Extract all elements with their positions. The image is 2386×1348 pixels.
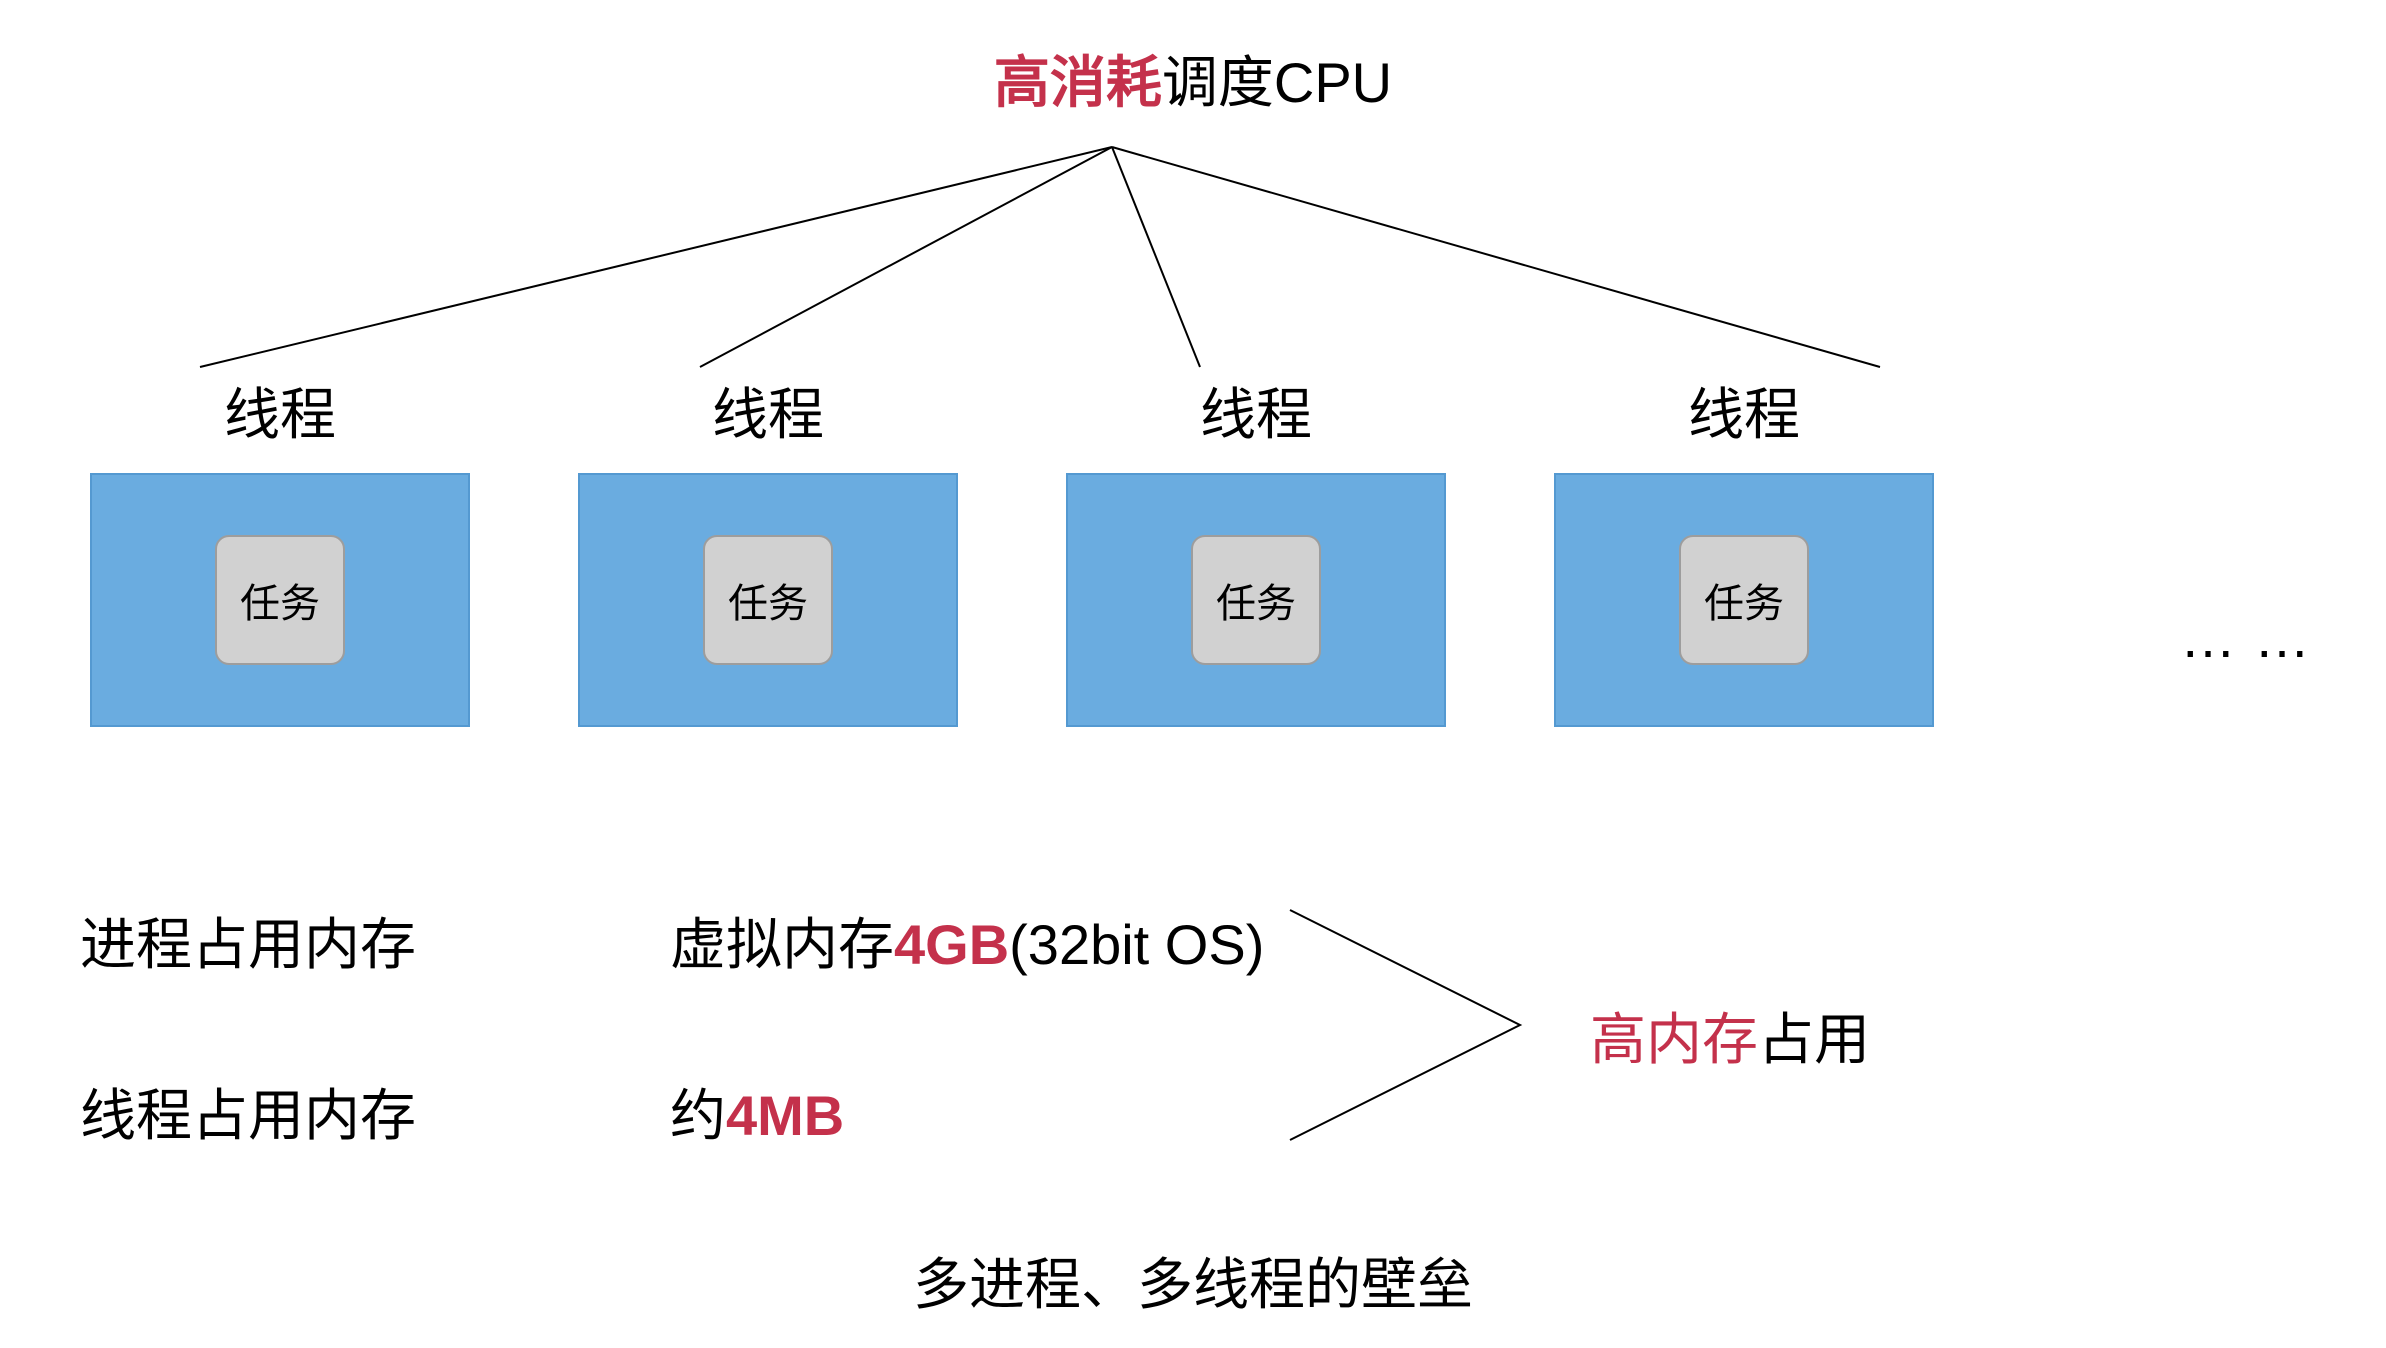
thread-box: 任务	[1066, 473, 1446, 727]
thread-box: 任务	[578, 473, 958, 727]
thread-block: 线程任务	[90, 370, 470, 727]
info-value: 虚拟内存4GB(32bit OS)	[670, 900, 1264, 981]
info-row: 进程占用内存虚拟内存4GB(32bit OS)	[80, 900, 2280, 981]
thread-label: 线程	[224, 370, 336, 451]
task-box: 任务	[1679, 535, 1809, 665]
fan-connector-lines	[0, 135, 2386, 395]
high-memory-highlight: 高内存	[1590, 1008, 1758, 1071]
thread-block: 线程任务	[1066, 370, 1446, 727]
thread-label: 线程	[712, 370, 824, 451]
angle-bracket-icon	[1280, 880, 1560, 1170]
thread-box: 任务	[1554, 473, 1934, 727]
info-label: 线程占用内存	[80, 1071, 670, 1152]
info-section: 进程占用内存虚拟内存4GB(32bit OS) 线程占用内存约4MB	[80, 900, 2280, 1242]
footer-title: 多进程、多线程的壁垒	[0, 1240, 2386, 1321]
thread-label: 线程	[1688, 370, 1800, 451]
info-label: 进程占用内存	[80, 900, 670, 981]
thread-block: 线程任务	[578, 370, 958, 727]
info-value-suffix: (32bit OS)	[1009, 913, 1264, 976]
info-value-highlight: 4GB	[894, 913, 1009, 976]
thread-row: 线程任务线程任务线程任务线程任务	[90, 370, 2290, 727]
info-value-prefix: 约	[670, 1084, 726, 1147]
thread-label: 线程	[1200, 370, 1312, 451]
diagram-title: 高消耗调度CPU	[0, 38, 2386, 119]
thread-block: 线程任务	[1554, 370, 1934, 727]
task-box: 任务	[1191, 535, 1321, 665]
info-value-highlight: 4MB	[726, 1084, 844, 1147]
task-box: 任务	[703, 535, 833, 665]
title-normal: 调度CPU	[1162, 51, 1392, 114]
thread-box: 任务	[90, 473, 470, 727]
ellipsis-text: ……	[2180, 605, 2328, 670]
title-highlight: 高消耗	[994, 51, 1162, 114]
task-box: 任务	[215, 535, 345, 665]
high-memory-normal: 占用	[1758, 1008, 1870, 1071]
info-value: 约4MB	[670, 1071, 844, 1152]
info-value-prefix: 虚拟内存	[670, 913, 894, 976]
info-row: 线程占用内存约4MB	[80, 1071, 2280, 1152]
high-memory-label: 高内存占用	[1590, 995, 1870, 1076]
